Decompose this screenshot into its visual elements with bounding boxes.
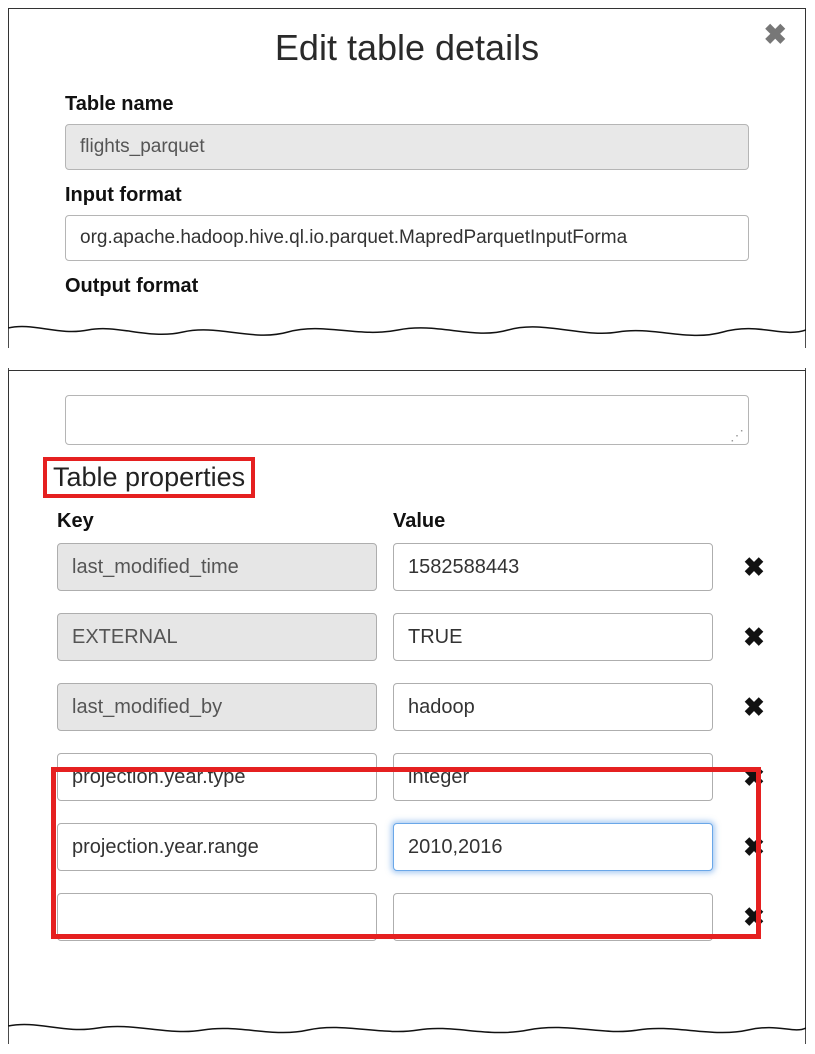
table-row: ✖ xyxy=(57,543,771,591)
input-format-label: Input format xyxy=(65,184,749,207)
table-properties-heading-highlight: Table properties xyxy=(43,457,255,498)
prop-key-input[interactable] xyxy=(57,753,377,801)
dialog-bottom-panel: ⋰ Table properties Key Value ✖ ✖ ✖ xyxy=(8,370,806,1046)
kv-header-key: Key xyxy=(57,510,377,533)
table-row: ✖ xyxy=(57,683,771,731)
input-format-input[interactable] xyxy=(65,215,749,261)
table-properties-grid: Key Value ✖ ✖ ✖ ✖ xyxy=(9,498,805,941)
prop-value-input[interactable] xyxy=(393,543,713,591)
prop-value-input[interactable] xyxy=(393,613,713,661)
kv-header-value: Value xyxy=(393,510,713,533)
delete-row-icon[interactable]: ✖ xyxy=(743,554,765,580)
delete-row-icon[interactable]: ✖ xyxy=(743,694,765,720)
dialog-title: Edit table details xyxy=(9,27,805,69)
prop-value-input[interactable] xyxy=(393,683,713,731)
table-name-label: Table name xyxy=(65,93,749,116)
kv-header-row: Key Value xyxy=(57,510,771,533)
serde-textarea[interactable]: ⋰ xyxy=(65,395,749,445)
prop-key-input[interactable] xyxy=(57,823,377,871)
output-format-label: Output format xyxy=(65,275,749,298)
prop-key-input[interactable] xyxy=(57,893,377,941)
delete-row-icon[interactable]: ✖ xyxy=(743,904,765,930)
table-row: ✖ xyxy=(57,823,771,871)
prop-value-input[interactable] xyxy=(393,823,713,871)
delete-row-icon[interactable]: ✖ xyxy=(743,624,765,650)
close-icon[interactable]: ✖ xyxy=(764,21,787,49)
table-row: ✖ xyxy=(57,893,771,941)
prop-key-input[interactable] xyxy=(57,543,377,591)
prop-key-input[interactable] xyxy=(57,683,377,731)
prop-key-input[interactable] xyxy=(57,613,377,661)
dialog-top-panel: ✖ Edit table details Table name Input fo… xyxy=(8,8,806,338)
delete-row-icon[interactable]: ✖ xyxy=(743,764,765,790)
form-section: Table name Input format Output format xyxy=(9,93,805,298)
table-name-input[interactable] xyxy=(65,124,749,170)
prop-value-input[interactable] xyxy=(393,893,713,941)
delete-row-icon[interactable]: ✖ xyxy=(743,834,765,860)
resize-grip-icon[interactable]: ⋰ xyxy=(730,428,744,442)
table-row: ✖ xyxy=(57,753,771,801)
table-row: ✖ xyxy=(57,613,771,661)
prop-value-input[interactable] xyxy=(393,753,713,801)
table-properties-heading: Table properties xyxy=(53,462,245,492)
